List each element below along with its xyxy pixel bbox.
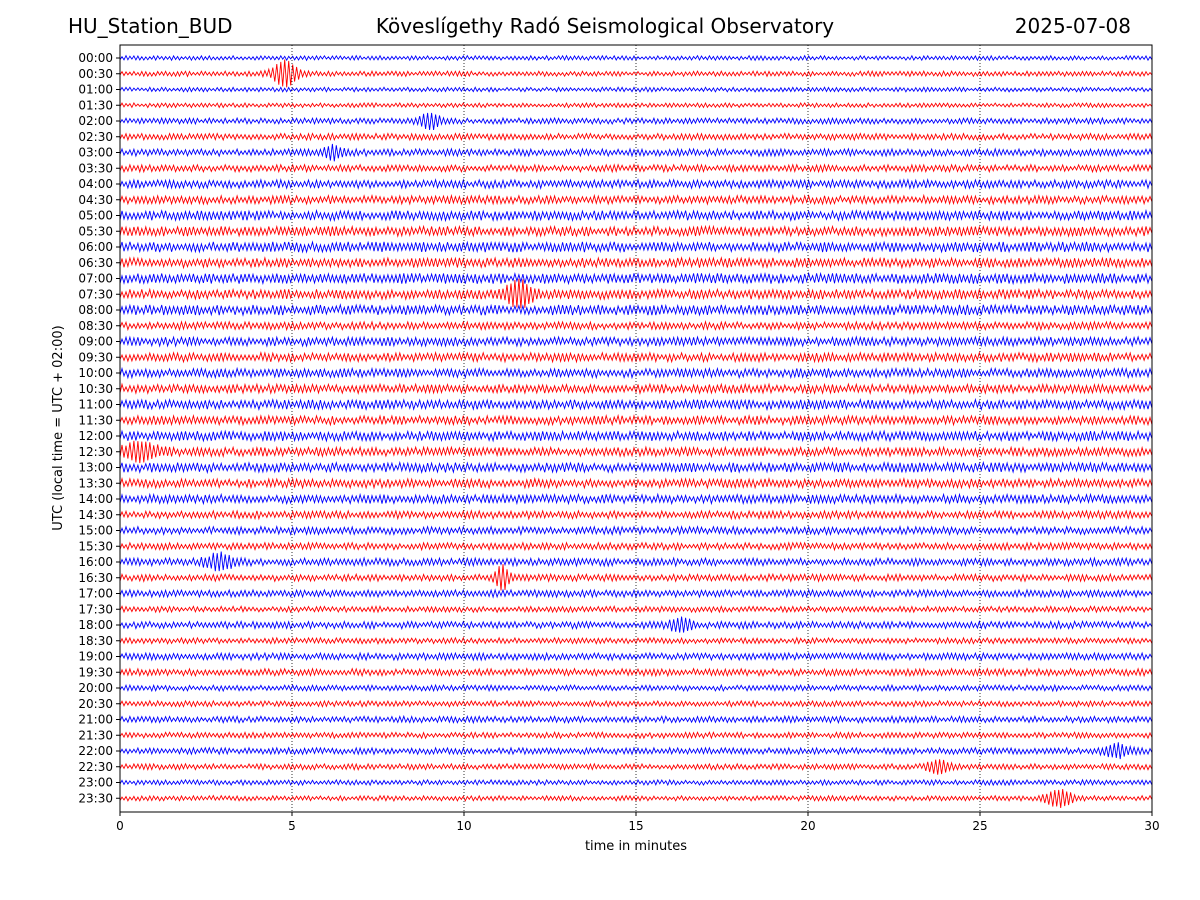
trace-1430 xyxy=(119,509,1153,521)
y-tick-label: 04:30 xyxy=(78,193,113,207)
y-tick-label: 06:30 xyxy=(78,256,113,270)
trace-0100 xyxy=(119,86,1153,93)
y-tick-label: 23:00 xyxy=(78,776,113,790)
y-tick-label: 11:30 xyxy=(78,413,113,427)
trace-0430 xyxy=(119,193,1153,206)
trace-1930 xyxy=(119,667,1153,678)
trace-1800 xyxy=(119,616,1153,633)
x-tick-label: 15 xyxy=(628,819,643,833)
y-tick-label: 03:00 xyxy=(78,146,113,160)
record-date: 2025-07-08 xyxy=(1014,14,1131,38)
y-tick-label: 11:00 xyxy=(78,398,113,412)
y-tick-label: 07:30 xyxy=(78,287,113,301)
y-tick-label: 22:00 xyxy=(78,744,113,758)
trace-2330 xyxy=(119,789,1153,808)
station-name: HU_Station_BUD xyxy=(68,14,233,38)
y-tick-label: 18:00 xyxy=(78,618,113,632)
trace-1030 xyxy=(119,382,1153,396)
trace-0330 xyxy=(119,163,1153,174)
x-tick-label: 30 xyxy=(1144,819,1159,833)
y-tick-label: 23:30 xyxy=(78,791,113,805)
y-tick-label: 21:30 xyxy=(78,728,113,742)
y-tick-label: 14:00 xyxy=(78,492,113,506)
y-tick-label: 15:30 xyxy=(78,539,113,553)
y-tick-label: 12:00 xyxy=(78,429,113,443)
x-tick-label: 10 xyxy=(456,819,471,833)
trace-0300 xyxy=(119,143,1153,162)
trace-1500 xyxy=(119,525,1153,537)
y-tick-label: 14:30 xyxy=(78,508,113,522)
y-tick-label: 06:00 xyxy=(78,240,113,254)
y-tick-label: 15:00 xyxy=(78,524,113,538)
trace-2100 xyxy=(119,714,1153,725)
trace-0500 xyxy=(119,208,1153,223)
y-axis-label: UTC (local time = UTC + 02:00) xyxy=(51,325,66,530)
trace-0200 xyxy=(119,112,1153,131)
y-tick-label: 08:30 xyxy=(78,319,113,333)
y-tick-label: 12:30 xyxy=(78,445,113,459)
y-tick-label: 09:30 xyxy=(78,350,113,364)
x-axis-label: time in minutes xyxy=(585,839,687,854)
y-tick-label: 19:30 xyxy=(78,665,113,679)
y-tick-label: 01:30 xyxy=(78,98,113,112)
y-tick-label: 21:00 xyxy=(78,713,113,727)
trace-2130 xyxy=(119,730,1153,740)
trace-2300 xyxy=(119,778,1153,787)
x-tick-label: 20 xyxy=(800,819,815,833)
trace-1900 xyxy=(119,651,1153,662)
y-tick-label: 10:30 xyxy=(78,382,113,396)
trace-2230 xyxy=(119,759,1153,775)
y-tick-label: 01:00 xyxy=(78,83,113,97)
observatory-title: Köveslígethy Radó Seismological Observat… xyxy=(375,14,835,38)
x-tick-label: 5 xyxy=(288,819,296,833)
y-tick-label: 22:30 xyxy=(78,760,113,774)
x-tick-label: 25 xyxy=(972,819,987,833)
y-tick-label: 02:30 xyxy=(78,130,113,144)
y-tick-label: 20:00 xyxy=(78,681,113,695)
y-tick-label: 04:00 xyxy=(78,177,113,191)
y-tick-label: 16:30 xyxy=(78,571,113,585)
y-tick-label: 07:00 xyxy=(78,272,113,286)
trace-0130 xyxy=(119,101,1153,109)
trace-1100 xyxy=(119,397,1153,412)
y-tick-label: 19:00 xyxy=(78,650,113,664)
y-tick-label: 17:00 xyxy=(78,587,113,601)
y-tick-label: 13:30 xyxy=(78,476,113,490)
trace-0530 xyxy=(119,224,1153,238)
trace-0230 xyxy=(119,132,1153,142)
trace-0830 xyxy=(119,320,1153,332)
trace-1300 xyxy=(119,460,1153,475)
y-tick-label: 00:00 xyxy=(78,51,113,65)
y-tick-label: 10:00 xyxy=(78,366,113,380)
y-tick-label: 03:30 xyxy=(78,161,113,175)
trace-0900 xyxy=(119,335,1153,348)
y-tick-label: 13:00 xyxy=(78,461,113,475)
y-tick-label: 08:00 xyxy=(78,303,113,317)
y-tick-label: 05:30 xyxy=(78,224,113,238)
y-tick-label: 16:00 xyxy=(78,555,113,569)
trace-1630 xyxy=(119,564,1153,591)
trace-0930 xyxy=(119,350,1153,364)
y-tick-label: 09:00 xyxy=(78,335,113,349)
vertical-gridlines xyxy=(291,45,981,812)
y-tick-label: 05:00 xyxy=(78,209,113,223)
y-tick-label: 20:30 xyxy=(78,697,113,711)
trace-1700 xyxy=(119,588,1153,599)
x-tick-label: 0 xyxy=(116,819,124,833)
x-axis-ticks: 0 5 10 15 20 25 30 xyxy=(116,812,1160,833)
y-tick-label: 02:00 xyxy=(78,114,113,128)
trace-1330 xyxy=(119,476,1153,490)
y-tick-label: 18:30 xyxy=(78,634,113,648)
y-tick-label: 00:30 xyxy=(78,67,113,81)
trace-0630 xyxy=(119,256,1153,270)
y-tick-label: 17:30 xyxy=(78,602,113,616)
